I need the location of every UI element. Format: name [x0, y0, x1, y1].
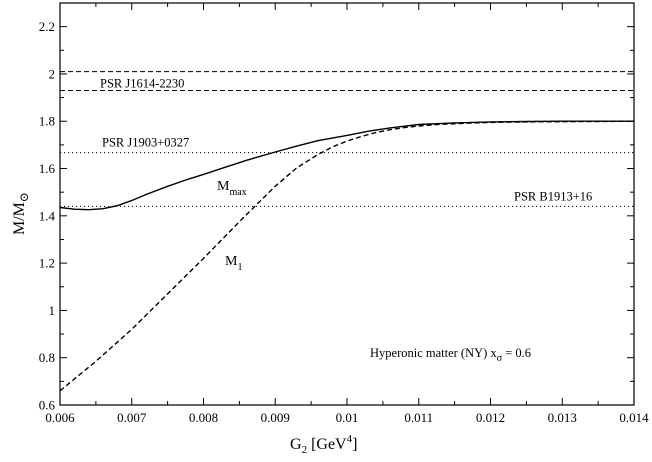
- y-axis-title: M/M⊙: [11, 192, 31, 235]
- mmax-curve: [59, 120, 634, 211]
- x-tick-label: 0.012: [476, 410, 505, 425]
- curves: [59, 120, 635, 392]
- y-tick-label: 1.4: [39, 208, 56, 223]
- y-tick-label: 0.8: [39, 350, 55, 365]
- plot-frame: [59, 2, 635, 406]
- reference-line-label: PSR J1903+0327: [102, 136, 189, 150]
- reference-line-label: PSR J1614-2230: [100, 77, 184, 91]
- y-tick-label: 2.2: [39, 19, 55, 34]
- m1-curve-label: M1: [225, 254, 242, 273]
- x-tick-label: 0.01: [336, 410, 359, 425]
- y-tick-label: 2: [49, 66, 56, 81]
- x-ticks: 0.006 0.007 0.008 0.009 0.01 0.011 0.012 0.013 0…: [45, 3, 649, 425]
- annotation-text: Hyperonic matter (NY) xσ = 0.6: [370, 346, 531, 364]
- x-tick-label: 0.014: [619, 410, 649, 425]
- m1-curve: [59, 120, 635, 392]
- reference-line-label: PSR B1913+16: [514, 189, 592, 203]
- y-tick-label: 0.6: [39, 398, 56, 413]
- x-tick-label: 0.011: [404, 410, 433, 425]
- y-tick-label: 1.2: [39, 256, 55, 271]
- x-tick-label: 0.009: [261, 410, 290, 425]
- y-tick-label: 1: [49, 303, 56, 318]
- x-tick-label: 0.013: [548, 410, 577, 425]
- x-tick-label: 0.008: [189, 410, 218, 425]
- x-tick-label: 0.006: [45, 410, 75, 425]
- y-tick-label: 1.8: [39, 114, 55, 129]
- y-ticks: 0.6 0.8 1 1.2 1.4 1.6 1.8 2 2.2: [39, 19, 634, 413]
- x-tick-label: 0.007: [117, 410, 147, 425]
- mmax-curve-label: Mmax: [217, 179, 247, 198]
- y-tick-label: 1.6: [39, 161, 56, 176]
- x-axis-title: G2 [GeV4]: [290, 433, 357, 456]
- reference-labels: PSR J1614-2230 PSR J1903+0327 PSR B1913+16: [100, 77, 592, 204]
